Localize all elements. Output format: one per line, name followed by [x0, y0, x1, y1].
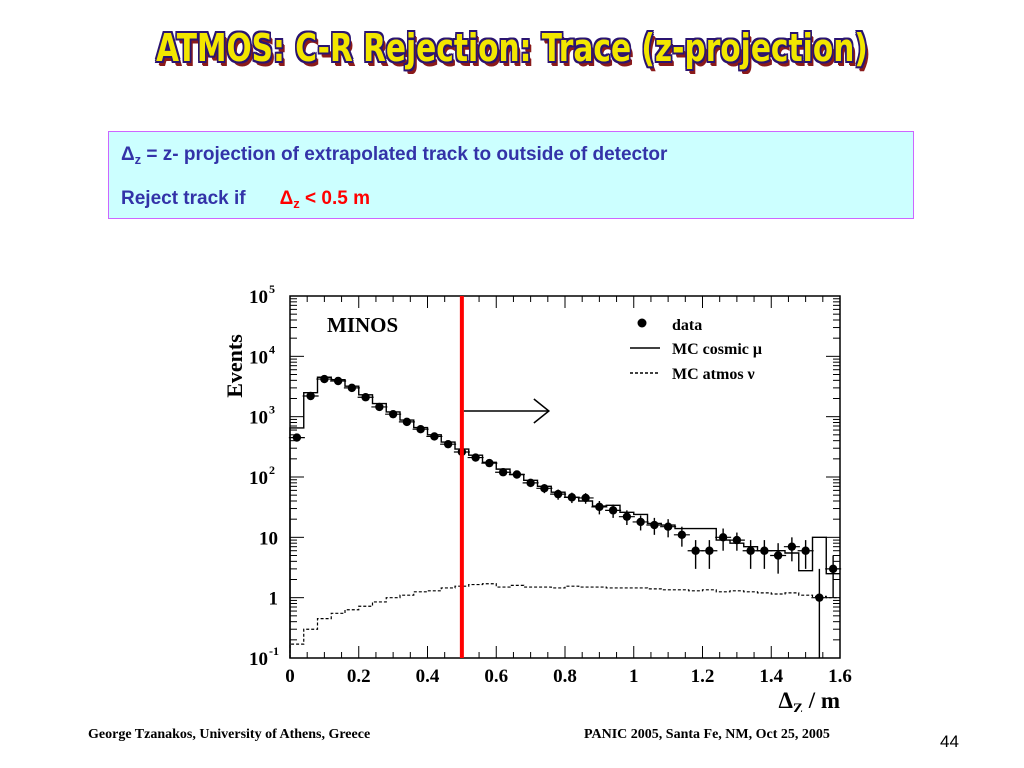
x-tick-label: 0.6 — [484, 666, 508, 687]
x-axis-label: ΔZ / m — [779, 688, 841, 712]
data-point — [388, 409, 398, 419]
definition-line: Δz = z- projection of extrapolated track… — [121, 144, 668, 167]
y-tick-label: 10 — [249, 468, 268, 489]
data-point — [581, 493, 590, 503]
data-point — [443, 439, 453, 449]
x-tick-label: 0 — [285, 666, 295, 687]
definition-box: Δz = z- projection of extrapolated track… — [108, 131, 914, 219]
data-point — [801, 546, 810, 555]
data-point — [773, 551, 783, 560]
mc-atmos-histogram — [289, 583, 840, 658]
data-point — [760, 546, 769, 555]
cut-condition: < 0.5 m — [299, 188, 371, 209]
delta-subscript: z — [134, 152, 142, 167]
data-point — [292, 433, 302, 442]
rejection-text: Reject track if — [121, 188, 246, 209]
data-point — [361, 393, 370, 402]
y-tick-label: 10 — [249, 347, 268, 368]
cut-delta-symbol: Δ — [279, 188, 294, 209]
y-tick-label: 10 — [259, 528, 278, 549]
data-point — [787, 542, 797, 551]
data-point — [485, 458, 494, 468]
legend-data-label: data — [672, 317, 702, 334]
footer-author: George Tzanakos, University of Athens, G… — [88, 727, 371, 742]
legend-atmos-label: MC atmos ν — [672, 366, 755, 383]
data-point — [705, 546, 714, 555]
data-point — [677, 530, 687, 540]
legend-cosmic-label: MC cosmic μ — [672, 341, 762, 358]
data-point — [430, 432, 439, 441]
data-point — [553, 489, 563, 499]
x-tick-label: 0.4 — [416, 666, 440, 687]
slide-title: ATMOS: C-R Rejection: Trace (z-projectio… — [156, 26, 868, 70]
experiment-label: MINOS — [327, 313, 398, 337]
x-tick-label: 1.4 — [759, 666, 783, 687]
delta-symbol: Δ — [121, 144, 135, 165]
data-point — [347, 383, 357, 393]
data-point — [320, 374, 329, 384]
data-point — [663, 522, 673, 531]
y-tick-label: 1 — [269, 589, 279, 610]
y-tick-exponent: 4 — [269, 342, 275, 356]
x-tick-label: 0.2 — [347, 666, 371, 687]
data-point — [746, 546, 755, 555]
data-point — [636, 517, 645, 527]
x-tick-label: 0.8 — [553, 666, 577, 687]
y-tick-label: 10 — [249, 287, 268, 308]
footer-conference: PANIC 2005, Santa Fe, NM, Oct 25, 2005 — [584, 727, 830, 742]
data-point — [540, 484, 549, 493]
x-tick-label: 1.2 — [691, 666, 715, 687]
data-point — [828, 564, 838, 574]
data-point — [732, 535, 742, 545]
x-tick-label: 1 — [629, 666, 639, 687]
data-point — [416, 424, 425, 434]
data-point — [402, 417, 412, 427]
legend-data-marker — [637, 318, 647, 328]
y-tick-exponent: 5 — [269, 282, 275, 296]
rejection-line: Reject track if Δz < 0.5 m — [121, 188, 371, 211]
page-number: 44 — [940, 732, 959, 751]
data-point — [691, 546, 700, 555]
data-point — [622, 512, 632, 521]
data-point — [815, 593, 824, 602]
y-tick-label: 10 — [249, 408, 268, 429]
y-tick-exponent: 3 — [269, 403, 275, 417]
data-point — [526, 478, 535, 488]
data-point — [595, 502, 604, 512]
definition-text: = z- projection of extrapolated track to… — [141, 144, 668, 165]
y-axis-label: Events — [222, 334, 247, 398]
cut-delta-subscript: z — [293, 196, 300, 211]
data-point — [718, 533, 728, 542]
y-tick-exponent: -1 — [269, 644, 279, 658]
data-point — [498, 468, 508, 477]
data-point — [306, 391, 315, 401]
y-tick-exponent: 2 — [269, 463, 275, 477]
data-point — [567, 493, 577, 502]
data-point — [333, 376, 343, 386]
mc-cosmic-histogram — [289, 376, 840, 658]
x-tick-label: 1.6 — [828, 666, 852, 687]
y-tick-label: 10 — [249, 649, 268, 670]
data-point — [650, 520, 659, 530]
data-point — [608, 506, 618, 515]
accept-arrow-head — [533, 398, 551, 424]
data-point — [512, 470, 522, 479]
data-point — [375, 402, 384, 412]
data-point — [471, 453, 480, 462]
